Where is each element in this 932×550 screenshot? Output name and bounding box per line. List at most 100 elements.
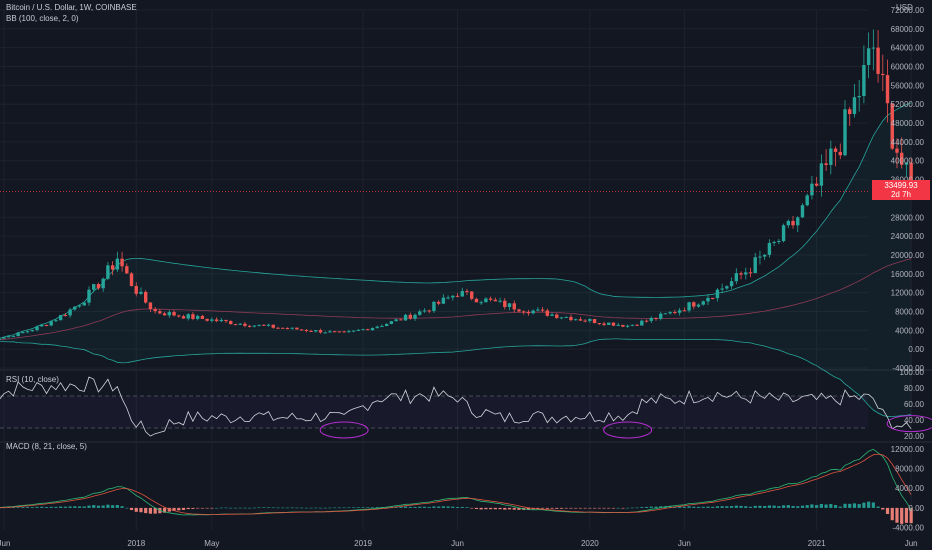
annotation-circle (886, 415, 932, 433)
macd-histogram-bar (323, 507, 327, 509)
candle-body (796, 217, 800, 226)
candle-body (909, 162, 913, 187)
candle-body (276, 327, 280, 329)
candle-body (35, 326, 39, 331)
axis-tick-label: 100.00 (900, 368, 925, 377)
candle-body (266, 324, 271, 326)
axis-tick-label: 60.00 (904, 400, 925, 409)
axis-tick-label: 44000.00 (891, 138, 925, 147)
candle-body (488, 298, 493, 300)
macd-histogram-bar (11, 507, 15, 508)
candle-body (536, 309, 540, 311)
candle-body (720, 288, 724, 290)
time-tick-label: 2020 (581, 539, 599, 548)
candle-body (314, 330, 318, 332)
axis-tick-label: 0.00 (908, 504, 924, 513)
macd-histogram-bar (49, 506, 53, 508)
candle-body (668, 312, 672, 314)
candle-body (318, 330, 323, 333)
candle-body (900, 152, 904, 165)
candle-body (366, 329, 370, 331)
macd-histogram-bar (692, 506, 696, 508)
candle-body (470, 291, 474, 299)
macd-histogram-bar (276, 507, 280, 509)
macd-histogram-bar (635, 507, 639, 509)
macd-histogram-bar (833, 505, 838, 508)
macd-histogram-bar (422, 506, 427, 508)
time-tick-label: Jun (678, 539, 691, 548)
candle-body (77, 305, 82, 307)
macd-histogram-bar (909, 507, 913, 524)
candle-body (829, 148, 833, 165)
macd-histogram-bar (545, 507, 549, 509)
candle-body (205, 318, 209, 321)
candle-body (479, 302, 483, 304)
macd-histogram-bar (441, 506, 445, 508)
candle-body (498, 300, 502, 302)
macd-histogram-bar (111, 505, 115, 508)
macd-histogram-bar (77, 506, 82, 508)
candle-body (337, 331, 342, 333)
candle-body (777, 241, 781, 243)
candle-body (238, 323, 242, 325)
candle-body (115, 258, 120, 270)
macd-histogram-bar (824, 504, 828, 508)
macd-histogram-bar (588, 507, 592, 509)
candle-body (101, 278, 105, 289)
macd-histogram-bar (248, 507, 252, 509)
macd-histogram-bar (115, 505, 119, 508)
candle-body (356, 329, 361, 331)
macd-histogram-bar (314, 507, 318, 509)
macd-histogram-bar (725, 506, 729, 508)
macd-histogram-bar (701, 506, 705, 508)
macd-histogram-bar (295, 507, 299, 509)
candle-body (210, 319, 214, 321)
candle-body (0, 338, 1, 340)
candle-body (347, 331, 351, 333)
macd-histogram-bar (408, 506, 412, 508)
macd-histogram-bar (167, 507, 171, 512)
candle-body (309, 330, 313, 332)
macd-histogram-bar (881, 507, 885, 510)
macd-histogram-bar (781, 505, 786, 508)
candle-body (786, 220, 790, 226)
candle-body (153, 309, 157, 312)
rsi-pane (0, 376, 932, 439)
candle-body (134, 285, 138, 294)
candle-body (181, 316, 186, 319)
bb-legend: BB (100, close, 2, 0) (6, 14, 79, 23)
macd-histogram-bar (748, 506, 753, 508)
candle-body (692, 302, 696, 307)
macd-histogram-bar (583, 507, 587, 509)
axis-tick-label: 40000.00 (891, 157, 925, 166)
macd-histogram-bar (526, 507, 531, 510)
candle-body (21, 332, 25, 334)
candle-body (186, 314, 190, 319)
candle-body (54, 320, 58, 322)
macd-histogram-bar (805, 505, 809, 508)
macd-histogram-bar (333, 507, 337, 509)
macd-histogram-bar (318, 507, 323, 509)
macd-histogram-bar (668, 506, 672, 508)
time-tick-label: 2021 (808, 539, 826, 548)
candle-body (635, 324, 639, 326)
candle-body (63, 315, 68, 317)
macd-histogram-bar (347, 507, 351, 509)
candle-body (328, 331, 332, 333)
time-axis: Jun 2018 May 2019 Jun 2020 Jun 2021 Jun (0, 539, 918, 548)
macd-histogram-bar (196, 507, 200, 509)
macd-histogram-bar (96, 505, 101, 508)
macd-histogram-bar (829, 504, 833, 508)
macd-histogram-bar (621, 507, 625, 509)
candle-body (177, 315, 181, 317)
candle-body (408, 314, 412, 319)
candles (0, 29, 913, 340)
macd-histogram-bar (867, 501, 871, 508)
macd-histogram-bar (541, 507, 545, 509)
candle-body (68, 309, 72, 316)
bollinger-bands (0, 102, 912, 418)
candle-body (455, 295, 460, 297)
macd-histogram-bar (696, 506, 701, 508)
time-tick-label: 2019 (354, 539, 372, 548)
